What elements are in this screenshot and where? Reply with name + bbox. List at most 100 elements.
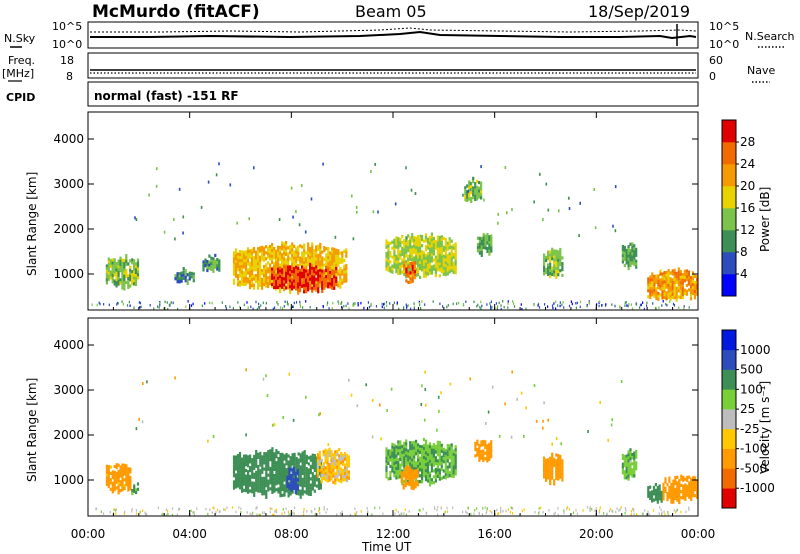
vel-echoes-sparse xyxy=(174,376,176,380)
vel-echoes-cell-11 xyxy=(690,492,693,496)
vel-echoes-cell-5 xyxy=(444,464,447,468)
power-echoes-cell-5 xyxy=(407,254,410,259)
vel-echoes-cell-5 xyxy=(417,455,420,459)
power-echoes-cell-3 xyxy=(341,269,344,273)
vel-echoes-cell-2 xyxy=(255,452,258,457)
power-echoes-cell-10 xyxy=(631,252,634,256)
vel-echoes-cell-2 xyxy=(245,468,248,473)
power-echoes-cell-5 xyxy=(436,259,439,263)
vel-echoes-cell-2 xyxy=(253,490,256,494)
vel-echoes-speckle xyxy=(274,510,276,513)
power-echoes-cell-11 xyxy=(651,293,654,297)
vel-echoes-cell-4 xyxy=(338,479,341,483)
power-echoes-cell-8 xyxy=(488,241,491,245)
power-echoes-cell-11 xyxy=(651,272,654,276)
power-echoes-speckle xyxy=(187,300,189,303)
power-echoes-cell-5 xyxy=(442,266,445,270)
power-echoes-cell-3 xyxy=(232,257,236,261)
vel-echoes-cell-2 xyxy=(293,474,296,478)
vel-echoes-sparse xyxy=(424,388,427,391)
power-echoes-speckle xyxy=(477,303,479,307)
vel-echoes-cell-5 xyxy=(393,464,396,469)
power-echoes-cell-0 xyxy=(129,268,132,272)
vel-echoes-cell-5 xyxy=(436,465,439,469)
power-echoes-cell-3 xyxy=(261,286,264,290)
power-echoes-cell-3 xyxy=(261,248,264,252)
vel-echoes-cell-5 xyxy=(413,461,416,465)
power-echoes-cell-11 xyxy=(687,282,690,286)
vel-echoes-cell-5 xyxy=(401,463,404,467)
power-echoes-cell-5 xyxy=(440,258,443,262)
power-echoes-cell-7 xyxy=(472,186,475,190)
power-echoes-cell-4 xyxy=(291,287,294,291)
vel-echoes-cell-3 xyxy=(288,467,291,471)
vel-echoes-cell-4 xyxy=(342,453,345,457)
power-echoes-speckle xyxy=(170,301,172,304)
vel-echoes-speckle xyxy=(354,507,356,510)
power-echoes-cell-8 xyxy=(478,239,481,243)
vel-echoes-speckle xyxy=(509,511,511,514)
y-tick-label: 2000 xyxy=(53,428,84,442)
vel-echoes-cell-5 xyxy=(399,469,402,473)
vel-echoes-cell-5 xyxy=(446,465,449,469)
power-echoes-cell-3 xyxy=(269,257,272,261)
power-echoes-cell-0 xyxy=(127,262,130,266)
vel-echoes-cell-2 xyxy=(281,464,284,468)
vel-echoes-cell-4 xyxy=(320,458,323,462)
vel-echoes-cell-11 xyxy=(694,479,697,483)
power-echoes-speckle xyxy=(343,305,345,308)
power-echoes-speckle xyxy=(551,304,554,307)
power-echoes-sparse xyxy=(355,205,358,209)
vel-echoes-cell-11 xyxy=(678,485,681,489)
vel-echoes-cell-4 xyxy=(318,468,321,473)
vel-echoes-cell-2 xyxy=(283,472,286,476)
vel-echoes-cell-6 xyxy=(410,483,413,487)
power-echoes-cell-4 xyxy=(323,279,326,284)
power-echoes-cell-5 xyxy=(415,270,418,275)
power-echoes-cell-4 xyxy=(277,267,280,271)
power-echoes-cell-1 xyxy=(192,272,195,276)
power-echoes-cell-6 xyxy=(411,276,414,280)
vel-echoes-cell-5 xyxy=(391,445,394,449)
power-echoes-cell-4 xyxy=(305,272,308,276)
vel-echoes-cell-2 xyxy=(293,455,296,460)
vel-echoes-cell-7 xyxy=(488,457,491,461)
vel-echoes-cell-2 xyxy=(245,480,248,484)
power-echoes-cell-5 xyxy=(452,246,455,250)
power-echoes-cell-2 xyxy=(210,259,213,263)
vel-echoes-cell-4 xyxy=(334,450,337,454)
power-echoes-cell-2 xyxy=(206,262,209,267)
vel-echoes-cell-4 xyxy=(340,476,343,481)
vel-echoes-cell-8 xyxy=(549,456,552,460)
power-echoes-cell-11 xyxy=(681,296,684,300)
power-echoes-cell-5 xyxy=(385,242,388,246)
vel-echoes-cell-5 xyxy=(415,442,418,446)
power-echoes-cell-0 xyxy=(119,281,122,285)
vel-echoes-cell-5 xyxy=(448,465,451,469)
vel-echoes-cell-5 xyxy=(452,474,455,478)
power-echoes-cell-0 xyxy=(136,264,140,268)
vel-echoes-cell-5 xyxy=(387,477,390,481)
power-echoes-cell-9 xyxy=(553,264,556,268)
vel-echoes-cell-2 xyxy=(301,477,304,481)
power-echoes-speckle xyxy=(480,300,482,304)
vel-echoes-cell-5 xyxy=(413,458,416,462)
power-echoes-cell-10 xyxy=(631,245,634,249)
vel-echoes-cell-5 xyxy=(430,445,433,449)
power-echoes-sparse xyxy=(462,193,464,197)
vel-echoes-speckle xyxy=(553,512,555,516)
power-echoes-cell-4 xyxy=(289,279,292,283)
vel-echoes-cell-6 xyxy=(406,476,409,480)
vel-echoes-cell-2 xyxy=(277,460,280,464)
vel-echoes-cell-0 xyxy=(119,474,122,478)
power-echoes-cell-0 xyxy=(111,261,114,265)
power-echoes-cell-3 xyxy=(345,273,348,277)
power-echoes-cell-5 xyxy=(454,265,457,269)
power-echoes-cell-5 xyxy=(419,261,422,265)
power-echoes-speckle xyxy=(370,304,372,307)
power-echoes-cell-11 xyxy=(661,287,664,291)
power-echoes-cell-0 xyxy=(123,271,126,275)
power-echoes-cell-3 xyxy=(259,280,262,284)
power-echoes-cell-3 xyxy=(305,263,308,267)
power-echoes-cell-3 xyxy=(319,263,322,267)
